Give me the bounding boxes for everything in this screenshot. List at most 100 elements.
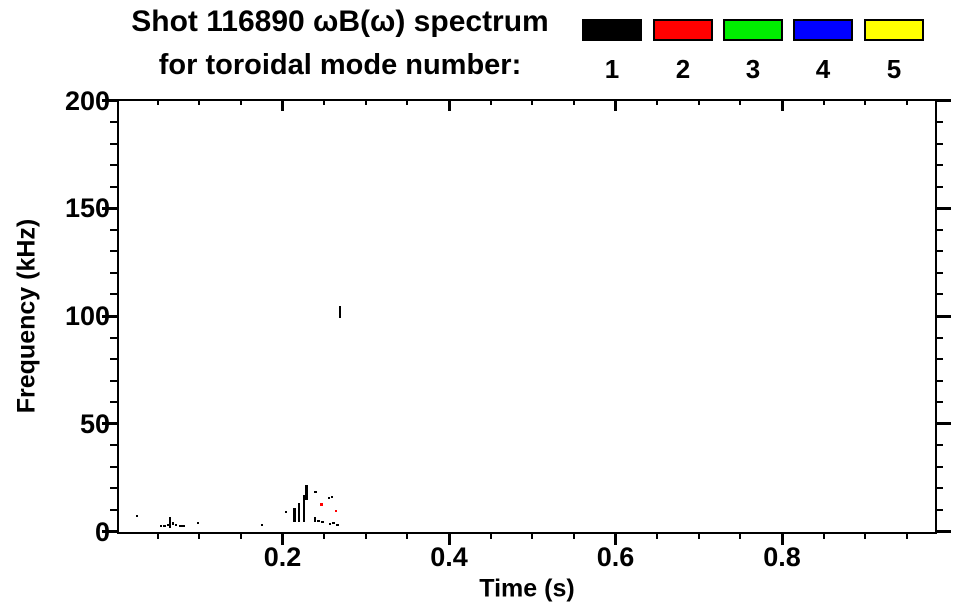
x-major-tick-top [447,100,451,111]
plot-title: Shot 116890 ωB(ω) spectrum [131,5,549,38]
x-minor-tick-top [323,100,326,105]
x-minor-tick-bottom [572,532,575,539]
x-minor-tick-top [156,100,159,105]
spectrum-mark-n=1 [179,524,182,527]
y-minor-tick-left [109,293,118,296]
y-minor-tick-left [109,121,118,124]
x-minor-tick-bottom [156,532,159,539]
spectrum-mark-n=1 [163,525,166,528]
spectrum-mark-n=1 [168,517,172,529]
spectrum-mark-n=1 [332,521,335,524]
x-minor-tick-top [572,100,575,105]
x-tick-label-0.8: 0.8 [763,542,801,572]
y-major-tick-left [101,99,118,102]
y-tick-label-200: 200 [64,85,110,116]
y-minor-tick-right [935,465,943,468]
legend-label-mode-2: 2 [675,54,691,84]
x-minor-tick-top [905,100,908,105]
y-minor-tick-left [109,401,118,404]
x-minor-tick-top [697,100,700,105]
y-major-tick-left [101,422,118,426]
spectrum-mark-n=1 [196,521,200,524]
y-major-tick-left [101,530,118,533]
y-minor-tick-right [935,228,943,231]
x-minor-tick-bottom [656,532,659,539]
y-major-tick-left [101,206,118,210]
spectrum-mark-n=1 [305,484,308,500]
x-major-tick-top [281,100,284,111]
spectrum-mark-n=1 [317,519,320,522]
y-axis-title: Frequency (kHz) [12,218,41,414]
x-major-tick-bottom [780,532,784,545]
spectrum-mark-n=2 [320,503,323,506]
y-minor-tick-left [109,271,118,274]
y-minor-tick-right [935,358,943,361]
x-tick-label-0.2: 0.2 [263,542,302,572]
y-major-tick-right [935,530,951,533]
y-minor-tick-left [109,508,118,511]
spectrum-mark-n=1 [338,306,342,319]
y-minor-tick-right [935,336,943,339]
y-minor-tick-left [109,164,118,167]
spectrum-mark-n=1 [321,520,324,523]
legend-label-mode-4: 4 [815,54,831,84]
x-major-tick-top [614,100,617,111]
spectrum-mark-n=1 [159,524,163,527]
x-minor-tick-bottom [323,532,326,539]
x-minor-tick-top [198,100,201,105]
y-minor-tick-left [109,487,118,490]
y-minor-tick-left [109,228,118,231]
spectrum-mark-n=1 [182,524,185,527]
spectrum-mark-n=1 [166,523,170,527]
spectrum-mark-n=1 [336,523,339,527]
legend-label-mode-1: 1 [604,54,620,84]
y-major-tick-left [101,314,118,318]
y-minor-tick-right [935,142,943,145]
x-minor-tick-top [489,100,492,105]
legend-swatch-mode-5 [864,19,924,41]
spectrum-mark-n=1 [330,495,334,499]
plot-subtitle: for toroidal mode number: [158,49,522,81]
y-minor-tick-right [935,444,943,447]
legend-label-mode-5: 5 [886,54,902,84]
legend-swatch-mode-3 [723,19,783,41]
y-tick-label-100: 100 [64,301,110,331]
y-minor-tick-right [935,293,943,296]
spectrum-mark-n=1 [302,494,306,523]
spectrum-mark-n=1 [284,511,288,514]
legend-swatch-mode-1 [582,19,642,41]
x-minor-tick-top [864,100,867,105]
y-minor-tick-left [109,444,118,447]
y-minor-tick-right [935,401,943,404]
spectrum-mark-n=1 [293,507,296,523]
spectrum-mark-n=1 [297,502,301,523]
x-minor-tick-top [822,100,825,105]
spectrum-mark-n=1 [313,516,317,523]
spectrum-mark-n=1 [328,522,332,526]
x-minor-tick-bottom [697,532,700,539]
x-minor-tick-bottom [489,532,492,539]
y-minor-tick-right [935,379,943,382]
x-minor-tick-bottom [822,532,825,539]
legend-swatch-mode-2 [653,19,713,41]
legend-label-mode-3: 3 [745,54,761,84]
y-minor-tick-left [109,185,118,188]
y-minor-tick-left [109,336,118,339]
y-minor-tick-right [935,250,943,253]
x-tick-label-0.6: 0.6 [596,542,635,572]
spectrum-mark-n=1 [260,523,264,527]
plot-area [117,99,937,534]
x-tick-label-0.4: 0.4 [430,542,468,572]
x-minor-tick-bottom [406,532,409,539]
x-major-tick-top [780,100,784,111]
spectrum-mark-n=1 [135,515,139,518]
y-minor-tick-right [935,487,943,490]
y-minor-tick-right [935,185,943,188]
x-minor-tick-bottom [864,532,867,539]
y-minor-tick-right [935,508,943,511]
x-minor-tick-bottom [198,532,201,539]
x-axis-title: Time (s) [479,574,575,603]
y-minor-tick-left [109,142,118,145]
x-minor-tick-top [406,100,409,105]
